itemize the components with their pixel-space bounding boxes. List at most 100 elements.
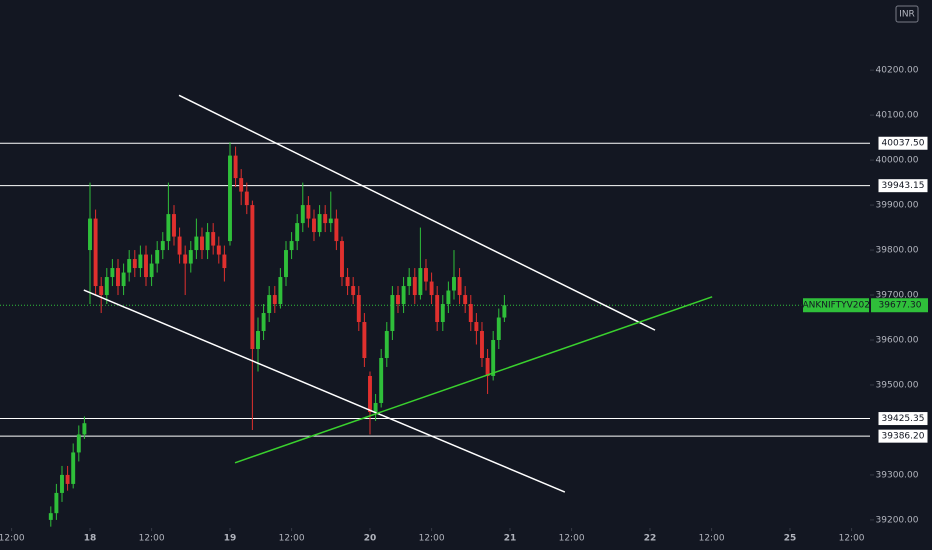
trendline bbox=[178, 94, 656, 331]
currency: INR bbox=[899, 10, 915, 20]
x-tick-label: 18 bbox=[84, 534, 97, 544]
line-label: 40037.50 bbox=[882, 139, 925, 149]
y-tick-label: 40100.00 bbox=[876, 111, 919, 121]
last-price-box bbox=[871, 298, 928, 313]
candle-body bbox=[295, 223, 300, 242]
y-tick-label: 39500.00 bbox=[876, 380, 919, 390]
candle-body bbox=[328, 218, 333, 224]
candle-body bbox=[65, 474, 70, 484]
candle-body bbox=[323, 214, 328, 224]
candle-body bbox=[48, 513, 53, 520]
candle-body bbox=[256, 331, 260, 350]
candle-body bbox=[216, 245, 221, 255]
symbol-label: BANKNIFTYV2021 bbox=[796, 301, 875, 311]
candle-body bbox=[244, 191, 249, 206]
candle-body bbox=[211, 232, 216, 246]
line-label: 39386.20 bbox=[882, 432, 925, 442]
candle-body bbox=[104, 277, 109, 296]
candle-body bbox=[312, 218, 316, 233]
candle-body bbox=[491, 340, 496, 376]
x-tick-label: 22 bbox=[644, 534, 657, 544]
candle-body bbox=[71, 452, 76, 484]
candle-body bbox=[278, 277, 283, 305]
candle-body bbox=[138, 254, 143, 269]
candle-body bbox=[457, 277, 462, 296]
y-tick-label: 39200.00 bbox=[876, 515, 919, 525]
candle-body bbox=[351, 286, 356, 296]
line-label: 39943.15 bbox=[882, 181, 925, 191]
candle-body bbox=[149, 263, 154, 278]
candle-body bbox=[418, 268, 423, 296]
candle-body bbox=[272, 295, 277, 305]
candle-body bbox=[379, 357, 384, 403]
candle-body bbox=[401, 286, 406, 305]
candle-body bbox=[440, 304, 445, 323]
candle-body bbox=[502, 305, 507, 318]
candle-body bbox=[88, 218, 92, 251]
line-label-box bbox=[877, 428, 929, 444]
candle-body bbox=[362, 322, 367, 358]
candle-body bbox=[496, 317, 501, 341]
candle-body bbox=[183, 254, 188, 264]
candle-body bbox=[435, 295, 440, 323]
candle-body bbox=[76, 434, 81, 453]
candle-body bbox=[127, 259, 132, 273]
x-tick-label: 12:00 bbox=[139, 534, 165, 544]
x-tick-label: 21 bbox=[504, 534, 517, 544]
candle-body bbox=[463, 295, 468, 305]
candle-body bbox=[334, 218, 339, 242]
candle-body bbox=[54, 492, 59, 514]
line-label-box bbox=[877, 411, 929, 427]
candle-body bbox=[396, 295, 400, 305]
candle-body bbox=[412, 277, 417, 296]
candle-body bbox=[166, 214, 171, 242]
candle-body bbox=[144, 254, 148, 278]
y-tick-label: 39800.00 bbox=[876, 246, 919, 256]
line-label-box bbox=[877, 178, 929, 194]
candle-body bbox=[480, 331, 484, 358]
y-tick-label: 39300.00 bbox=[876, 470, 919, 480]
candle-body bbox=[306, 205, 311, 219]
last-price-label: 39677.30 bbox=[879, 301, 922, 311]
candle-body bbox=[424, 268, 428, 282]
candle-body bbox=[116, 268, 120, 287]
candle-body bbox=[474, 322, 479, 332]
x-tick-label: 12:00 bbox=[559, 534, 585, 544]
candle-body bbox=[356, 295, 361, 323]
y-tick-label: 39900.00 bbox=[876, 201, 919, 211]
y-tick-label: 40200.00 bbox=[876, 66, 919, 76]
candle-body bbox=[155, 250, 160, 264]
candle-body bbox=[177, 236, 182, 255]
candle-body bbox=[194, 236, 199, 251]
candle-body bbox=[317, 214, 322, 233]
line-label: 39425.35 bbox=[882, 414, 925, 424]
candle-body bbox=[368, 375, 372, 412]
candle-body bbox=[373, 402, 378, 412]
x-tick-label: 12:00 bbox=[279, 534, 305, 544]
candle-body bbox=[468, 304, 473, 323]
trendline bbox=[83, 289, 566, 493]
candle-body bbox=[340, 241, 344, 278]
candle-body bbox=[200, 236, 204, 251]
candle-body bbox=[121, 272, 126, 287]
trendline bbox=[234, 296, 713, 464]
candle-body bbox=[384, 331, 389, 358]
candle-body bbox=[261, 313, 266, 332]
candle-body bbox=[485, 357, 490, 376]
candle-body bbox=[99, 286, 104, 296]
candle-body bbox=[267, 295, 272, 314]
candle-body bbox=[188, 250, 193, 264]
candle-body bbox=[93, 218, 98, 287]
candle-body bbox=[60, 474, 64, 493]
candle-body bbox=[222, 254, 227, 269]
candle-body bbox=[429, 281, 434, 296]
candle-body bbox=[233, 155, 238, 179]
candle-body bbox=[82, 423, 87, 435]
line-label-box bbox=[877, 135, 929, 151]
candle-body bbox=[300, 205, 305, 224]
candle-body bbox=[407, 277, 412, 287]
x-tick-label: 12:00 bbox=[699, 534, 725, 544]
candle-body bbox=[160, 241, 165, 251]
